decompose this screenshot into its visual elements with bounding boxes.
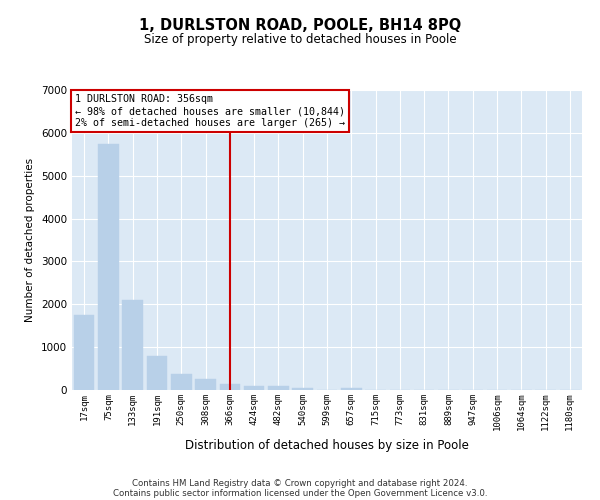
X-axis label: Distribution of detached houses by size in Poole: Distribution of detached houses by size … xyxy=(185,438,469,452)
Text: Contains HM Land Registry data © Crown copyright and database right 2024.: Contains HM Land Registry data © Crown c… xyxy=(132,478,468,488)
Bar xyxy=(146,356,167,390)
Text: Size of property relative to detached houses in Poole: Size of property relative to detached ho… xyxy=(143,32,457,46)
Text: 1, DURLSTON ROAD, POOLE, BH14 8PQ: 1, DURLSTON ROAD, POOLE, BH14 8PQ xyxy=(139,18,461,32)
Text: 1 DURLSTON ROAD: 356sqm
← 98% of detached houses are smaller (10,844)
2% of semi: 1 DURLSTON ROAD: 356sqm ← 98% of detache… xyxy=(74,94,344,128)
Text: Contains public sector information licensed under the Open Government Licence v3: Contains public sector information licen… xyxy=(113,488,487,498)
Bar xyxy=(74,315,94,390)
Bar xyxy=(292,388,313,390)
Bar xyxy=(122,300,143,390)
Bar xyxy=(268,386,289,390)
Bar xyxy=(341,388,362,390)
Y-axis label: Number of detached properties: Number of detached properties xyxy=(25,158,35,322)
Bar xyxy=(195,379,216,390)
Bar xyxy=(220,384,240,390)
Bar xyxy=(244,386,265,390)
Bar xyxy=(98,144,119,390)
Bar xyxy=(171,374,191,390)
